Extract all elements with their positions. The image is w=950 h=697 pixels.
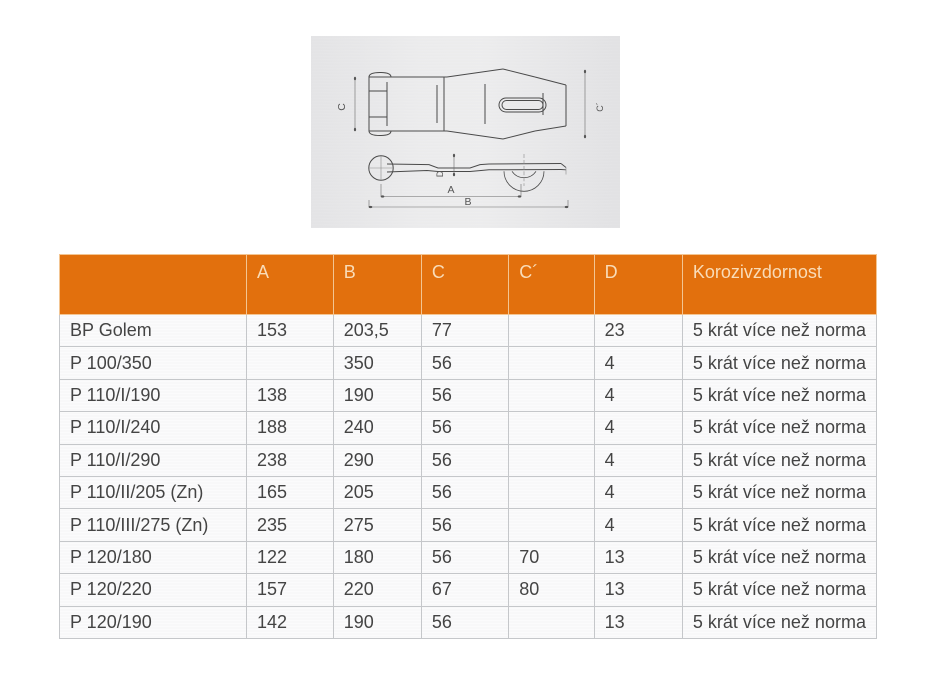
- svg-text:D: D: [435, 170, 445, 177]
- svg-text:C´: C´: [595, 102, 605, 112]
- svg-text:C: C: [336, 103, 348, 111]
- svg-text:B: B: [464, 196, 471, 208]
- svg-text:A: A: [447, 184, 454, 196]
